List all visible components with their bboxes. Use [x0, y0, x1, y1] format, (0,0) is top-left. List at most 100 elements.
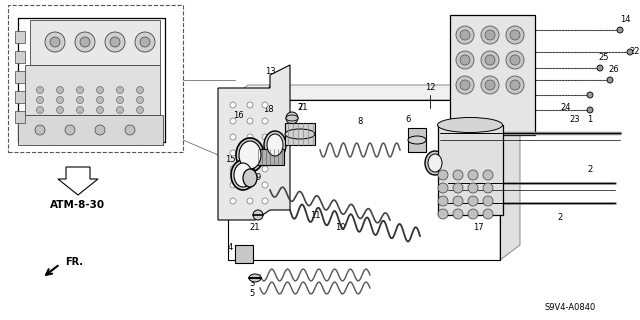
Polygon shape	[218, 65, 290, 220]
Circle shape	[247, 150, 253, 156]
Ellipse shape	[264, 131, 286, 159]
Circle shape	[140, 37, 150, 47]
Circle shape	[481, 51, 499, 69]
Text: 7: 7	[298, 102, 303, 111]
Text: 21: 21	[298, 102, 308, 111]
Circle shape	[453, 183, 463, 193]
Circle shape	[247, 182, 253, 188]
Bar	[15, 91, 25, 103]
Circle shape	[456, 51, 474, 69]
Bar	[235, 245, 253, 263]
Text: 2: 2	[557, 213, 563, 222]
Circle shape	[262, 198, 268, 204]
Circle shape	[456, 26, 474, 44]
Circle shape	[438, 196, 448, 206]
Circle shape	[105, 32, 125, 52]
Circle shape	[438, 209, 448, 219]
Circle shape	[65, 125, 75, 135]
Circle shape	[253, 210, 263, 220]
Circle shape	[125, 125, 135, 135]
Ellipse shape	[249, 274, 261, 282]
Circle shape	[116, 86, 124, 93]
Circle shape	[36, 97, 44, 103]
Circle shape	[97, 97, 104, 103]
Circle shape	[247, 166, 253, 172]
Text: 6: 6	[405, 116, 411, 124]
Polygon shape	[500, 85, 520, 260]
Circle shape	[230, 134, 236, 140]
Circle shape	[438, 183, 448, 193]
Circle shape	[453, 170, 463, 180]
Circle shape	[587, 92, 593, 98]
Circle shape	[136, 97, 143, 103]
Circle shape	[237, 147, 253, 163]
Circle shape	[438, 170, 448, 180]
Circle shape	[45, 32, 65, 52]
Text: 2: 2	[588, 165, 593, 174]
Ellipse shape	[239, 141, 261, 169]
Circle shape	[468, 183, 478, 193]
Circle shape	[56, 107, 63, 114]
Bar	[18, 115, 163, 145]
Text: 16: 16	[233, 110, 243, 119]
Ellipse shape	[234, 163, 252, 187]
Circle shape	[97, 107, 104, 114]
Circle shape	[247, 118, 253, 124]
Circle shape	[35, 125, 45, 135]
Circle shape	[286, 112, 298, 124]
Circle shape	[506, 26, 524, 44]
Circle shape	[77, 97, 83, 103]
Circle shape	[483, 183, 493, 193]
Text: 18: 18	[262, 106, 273, 115]
Text: 26: 26	[609, 66, 620, 75]
Circle shape	[230, 198, 236, 204]
Text: 13: 13	[265, 68, 275, 76]
Bar	[15, 31, 25, 43]
Text: 1: 1	[588, 116, 593, 124]
Polygon shape	[58, 167, 98, 195]
Circle shape	[262, 118, 268, 124]
Polygon shape	[228, 85, 520, 100]
Circle shape	[75, 32, 95, 52]
Circle shape	[116, 97, 124, 103]
Circle shape	[230, 166, 236, 172]
Bar	[25, 65, 160, 115]
Circle shape	[506, 76, 524, 94]
Circle shape	[460, 80, 470, 90]
Circle shape	[36, 86, 44, 93]
Bar	[15, 71, 25, 83]
Text: 24: 24	[561, 103, 572, 113]
Text: 14: 14	[620, 15, 630, 25]
Circle shape	[485, 80, 495, 90]
Circle shape	[56, 86, 63, 93]
Circle shape	[627, 49, 633, 55]
Bar	[30, 20, 160, 65]
Circle shape	[483, 196, 493, 206]
Text: 10: 10	[335, 223, 345, 233]
Circle shape	[136, 107, 143, 114]
Ellipse shape	[285, 129, 315, 139]
Circle shape	[247, 102, 253, 108]
Circle shape	[485, 55, 495, 65]
Bar	[15, 111, 25, 123]
Circle shape	[481, 76, 499, 94]
Circle shape	[77, 107, 83, 114]
Circle shape	[36, 107, 44, 114]
Bar	[408, 128, 426, 152]
Text: 11: 11	[310, 211, 320, 220]
Circle shape	[56, 97, 63, 103]
Text: 21: 21	[250, 223, 260, 233]
Circle shape	[485, 30, 495, 40]
Circle shape	[135, 32, 155, 52]
Text: 5: 5	[250, 289, 255, 298]
Circle shape	[116, 107, 124, 114]
Ellipse shape	[243, 169, 257, 187]
Circle shape	[230, 150, 236, 156]
Circle shape	[50, 37, 60, 47]
Circle shape	[80, 37, 90, 47]
Circle shape	[230, 102, 236, 108]
Text: 12: 12	[425, 83, 435, 92]
Circle shape	[247, 134, 253, 140]
Text: 22: 22	[630, 47, 640, 57]
Ellipse shape	[236, 138, 264, 172]
